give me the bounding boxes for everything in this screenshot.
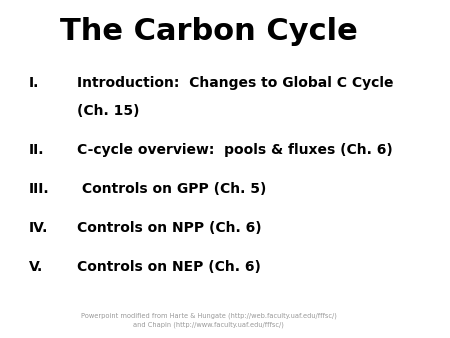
Text: Controls on GPP (Ch. 5): Controls on GPP (Ch. 5) — [77, 182, 267, 196]
Text: Controls on NPP (Ch. 6): Controls on NPP (Ch. 6) — [77, 221, 262, 235]
Text: Introduction:  Changes to Global C Cycle: Introduction: Changes to Global C Cycle — [77, 76, 394, 90]
Text: V.: V. — [29, 260, 44, 273]
Text: (Ch. 15): (Ch. 15) — [77, 104, 140, 118]
Text: C-cycle overview:  pools & fluxes (Ch. 6): C-cycle overview: pools & fluxes (Ch. 6) — [77, 143, 393, 157]
Text: Powerpoint modified from Harte & Hungate (http://web.faculty.uaf.edu/fffsc/)
and: Powerpoint modified from Harte & Hungate… — [81, 313, 337, 328]
Text: III.: III. — [29, 182, 50, 196]
Text: I.: I. — [29, 76, 40, 90]
Text: Controls on NEP (Ch. 6): Controls on NEP (Ch. 6) — [77, 260, 261, 273]
Text: The Carbon Cycle: The Carbon Cycle — [60, 17, 358, 46]
Text: IV.: IV. — [29, 221, 49, 235]
Text: II.: II. — [29, 143, 45, 157]
